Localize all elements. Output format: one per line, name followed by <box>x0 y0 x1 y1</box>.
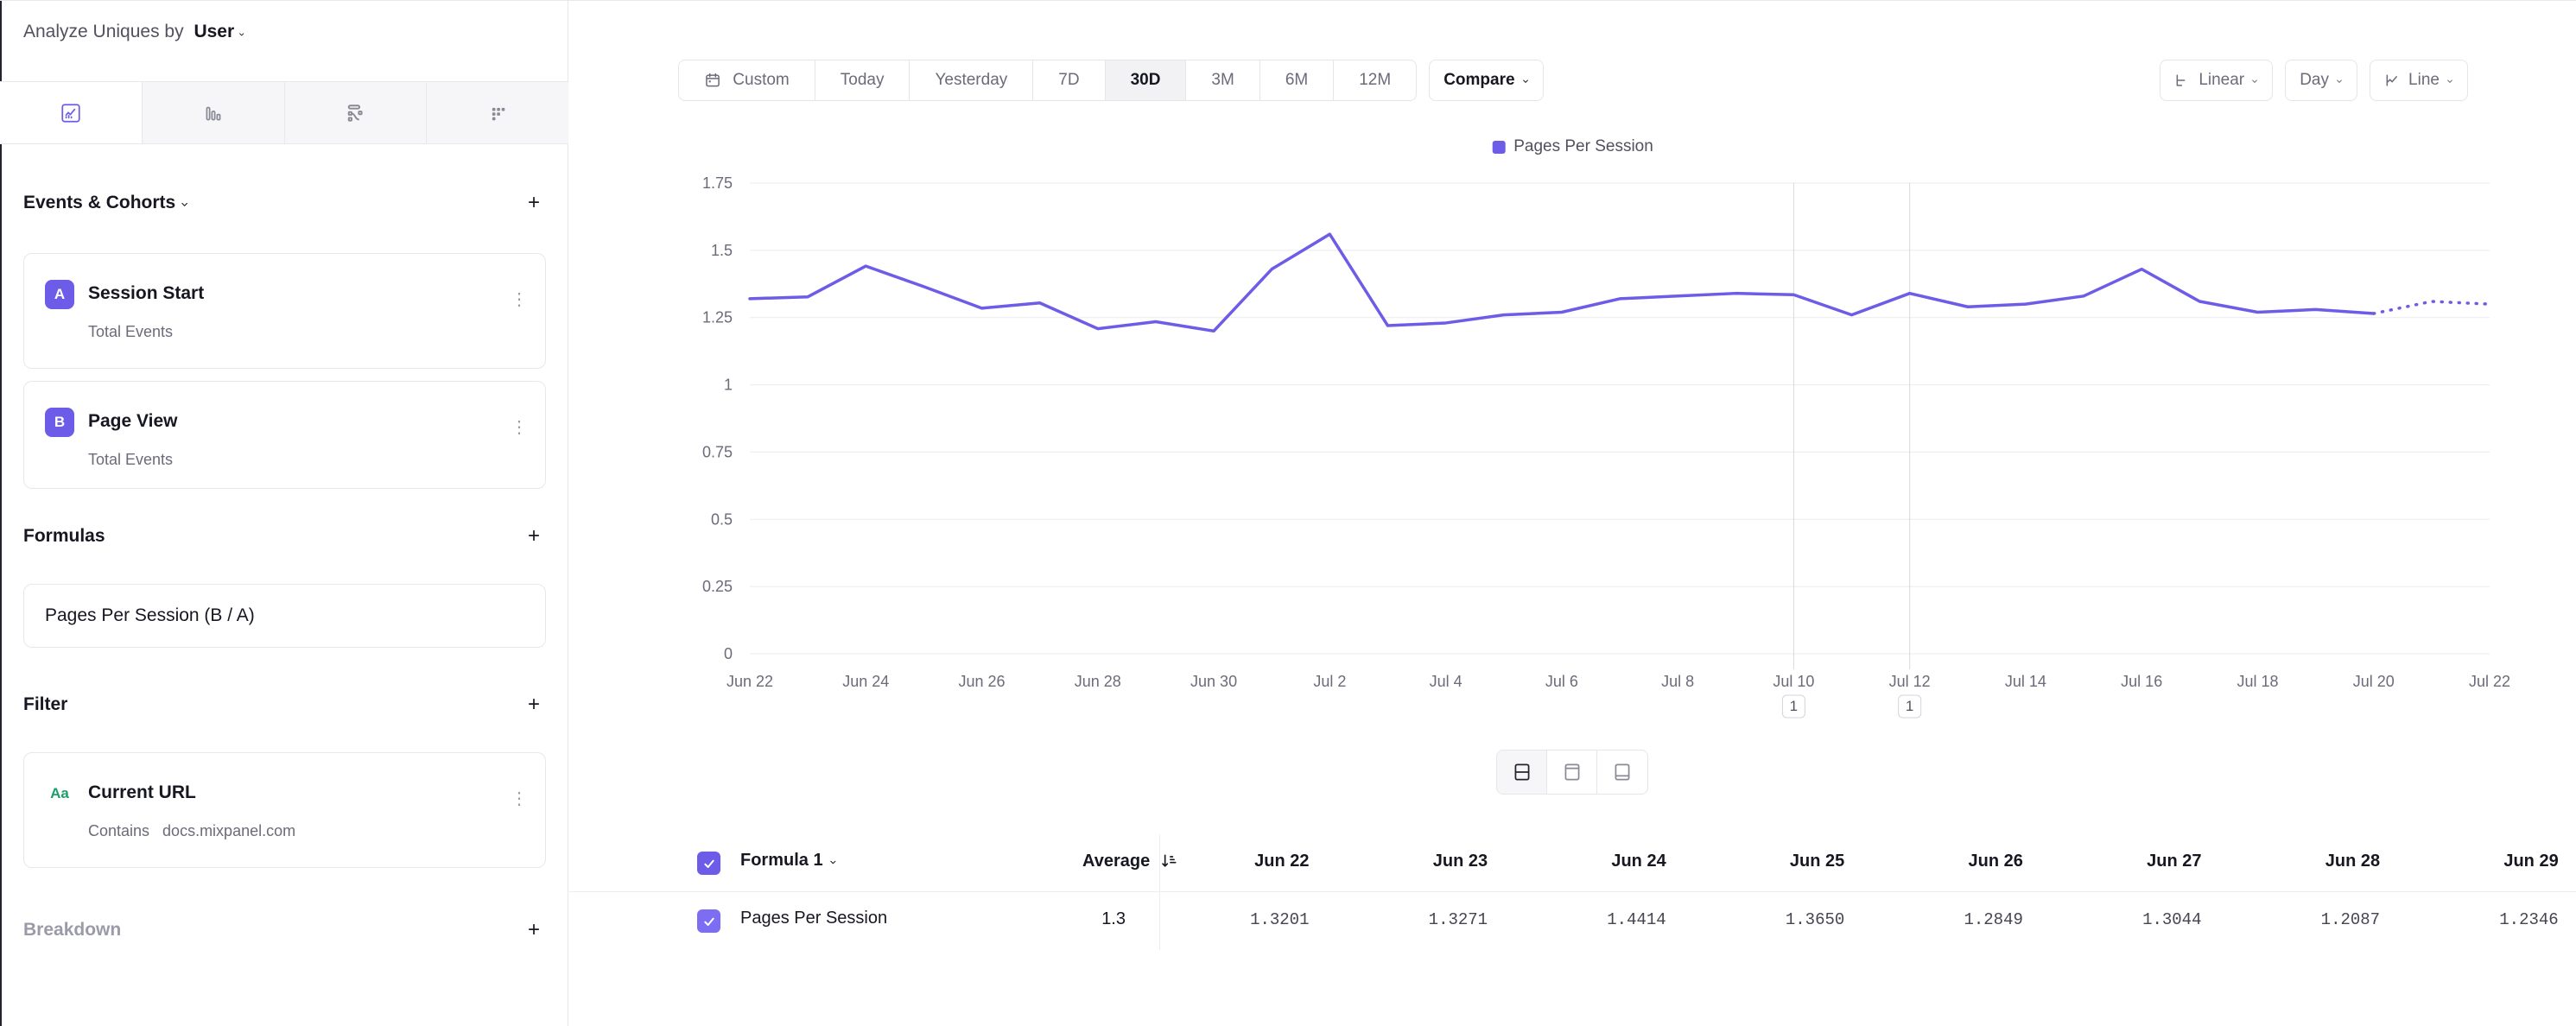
svg-text:0.5: 0.5 <box>711 510 733 528</box>
svg-text:0.25: 0.25 <box>702 578 733 595</box>
svg-text:Jun 24: Jun 24 <box>842 673 889 690</box>
svg-text:0.75: 0.75 <box>702 443 733 460</box>
svg-text:Jun 30: Jun 30 <box>1190 673 1237 690</box>
svg-text:Jul 8: Jul 8 <box>1661 673 1694 690</box>
svg-text:1: 1 <box>1790 698 1798 714</box>
svg-text:Jul 10: Jul 10 <box>1773 673 1814 690</box>
svg-text:1.25: 1.25 <box>702 309 733 326</box>
svg-text:1: 1 <box>724 377 733 394</box>
svg-text:1.5: 1.5 <box>711 242 733 259</box>
svg-text:0: 0 <box>724 645 733 662</box>
svg-text:Jul 6: Jul 6 <box>1545 673 1578 690</box>
svg-text:Jul 4: Jul 4 <box>1430 673 1462 690</box>
svg-text:Jul 16: Jul 16 <box>2121 673 2162 690</box>
svg-text:Jul 14: Jul 14 <box>2005 673 2046 690</box>
svg-text:Jul 22: Jul 22 <box>2469 673 2510 690</box>
svg-text:Jul 12: Jul 12 <box>1889 673 1931 690</box>
svg-text:Jun 28: Jun 28 <box>1075 673 1121 690</box>
svg-text:1: 1 <box>1906 698 1913 714</box>
svg-text:Jul 20: Jul 20 <box>2353 673 2395 690</box>
svg-text:Jun 26: Jun 26 <box>959 673 1006 690</box>
svg-text:Jul 2: Jul 2 <box>1313 673 1346 690</box>
svg-text:Jun 22: Jun 22 <box>726 673 773 690</box>
svg-text:1.75: 1.75 <box>702 174 733 192</box>
svg-text:Jul 18: Jul 18 <box>2237 673 2278 690</box>
